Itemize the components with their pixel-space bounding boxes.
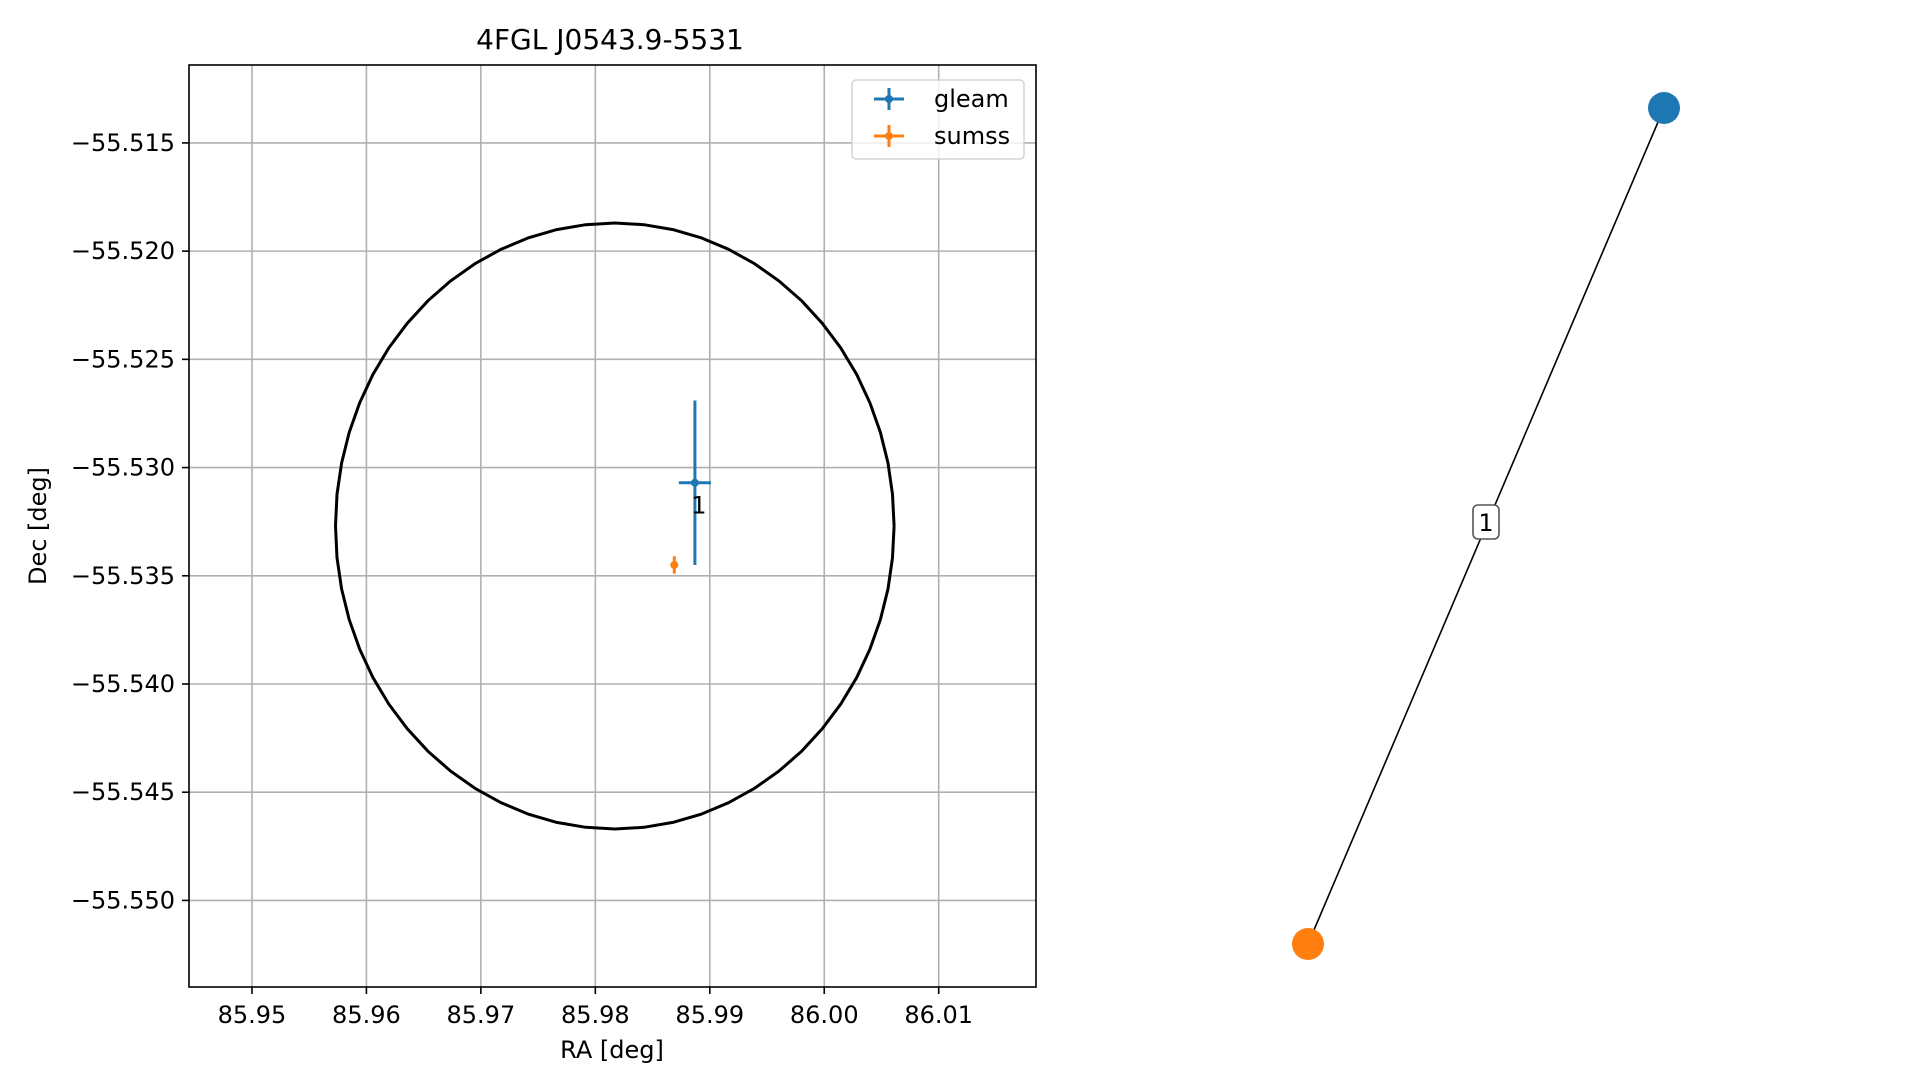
legend-entry-sumss: sumss [874, 122, 1010, 150]
error-ellipse [333, 221, 896, 831]
legend-label: sumss [934, 122, 1010, 150]
gleam-point: 1 [678, 400, 711, 565]
legend: gleam sumss [851, 79, 1025, 160]
plot-frame [188, 64, 1037, 988]
legend-label: gleam [934, 85, 1009, 113]
y-tick-label: −55.540 [71, 670, 175, 698]
x-axis-label: RA [deg] [560, 1036, 664, 1064]
position-ellipse [333, 221, 896, 831]
legend-marker [885, 95, 893, 103]
x-tick-label: 86.01 [904, 1001, 973, 1029]
y-tick-label: −55.535 [71, 562, 175, 590]
y-tick-label: −55.550 [71, 886, 175, 914]
point-label: 1 [691, 492, 706, 520]
y-tick-label: −55.525 [71, 345, 175, 373]
x-tick-label: 86.00 [790, 1001, 859, 1029]
x-tick-label: 85.96 [332, 1001, 401, 1029]
legend-entry-gleam: gleam [874, 85, 1009, 113]
sky-position-chart: 4FGL J0543.9-5531 85.95 85.96 85.97 85.98 85… [24, 23, 1037, 1064]
chart-title: 4FGL J0543.9-5531 [476, 23, 744, 56]
x-tick-label: 85.98 [561, 1001, 630, 1029]
y-tick-label: −55.515 [71, 129, 175, 157]
match-graph: 1 [1292, 92, 1680, 960]
graph-node-gleam [1648, 92, 1680, 124]
y-tick-label: −55.520 [71, 237, 175, 265]
legend-marker [885, 132, 893, 140]
x-tick-label: 85.97 [447, 1001, 516, 1029]
y-tick-label: −55.545 [71, 778, 175, 806]
data-series: 1 [670, 400, 711, 574]
edge-label: 1 [1478, 509, 1493, 537]
x-tick-label: 85.99 [675, 1001, 744, 1029]
axis-ticks: 85.95 85.96 85.97 85.98 85.99 86.00 86.01 −55.5… [71, 129, 973, 1029]
grid-lines [189, 65, 1036, 987]
x-tick-label: 85.95 [218, 1001, 287, 1029]
edge-label-box [1472, 504, 1500, 540]
sumss-point [670, 556, 679, 574]
gleam-marker [690, 478, 699, 487]
y-axis-label: Dec [deg] [24, 467, 52, 585]
graph-node-sumss [1292, 928, 1324, 960]
y-tick-label: −55.530 [71, 454, 175, 482]
sumss-marker [670, 560, 679, 569]
